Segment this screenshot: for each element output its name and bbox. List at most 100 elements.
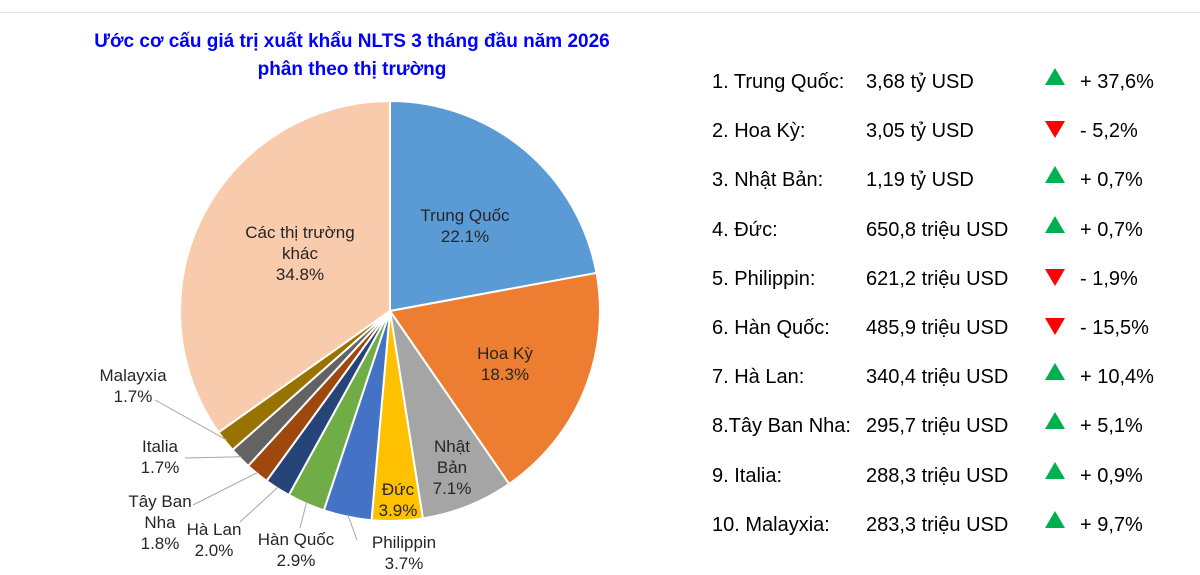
market-value: 650,8 triệu USD xyxy=(866,219,1009,241)
trend-up-icon xyxy=(1045,511,1065,528)
slice-percent-malayxia: 1.7% xyxy=(113,387,153,406)
market-change: + 5,1% xyxy=(1080,415,1143,437)
market-list: 1. Trung Quốc: 3,68 tỷ USD + 37,6% 2. Hoa K… xyxy=(712,67,1182,547)
market-row: 3. Nhật Bản: 1,19 tỷ USD + 0,7% xyxy=(712,165,1182,195)
market-rank-name: 2. Hoa Kỳ: xyxy=(712,120,806,142)
slice-percent-philippin: 3.7% xyxy=(384,554,424,573)
slice-name-tay-ban-nha: Tây Ban Nha xyxy=(128,492,192,532)
market-row: 10. Malayxia: 283,3 triệu USD + 9,7% xyxy=(712,510,1182,540)
slice-name-han-quoc: Hàn Quốc xyxy=(257,530,335,549)
trend-up-icon xyxy=(1045,166,1065,183)
slice-name-malayxia: Malayxia xyxy=(99,366,167,385)
leader-line-tay-ban-nha xyxy=(192,471,259,506)
market-row: 5. Philippin: 621,2 triệu USD - 1,9% xyxy=(712,264,1182,294)
top-rule xyxy=(0,12,1200,13)
market-rank-name: 6. Hàn Quốc: xyxy=(712,317,830,339)
market-rank-name: 3. Nhật Bản: xyxy=(712,169,824,191)
leader-line-ha-lan xyxy=(239,486,279,523)
slice-percent-tay-ban-nha: 1.8% xyxy=(140,534,180,553)
chart-title-line-2: phân theo thị trường xyxy=(257,59,447,80)
market-row: 9. Italia: 288,3 triệu USD + 0,9% xyxy=(712,461,1182,491)
slice-label-nhat-ban: Nhật Bản 7.1% xyxy=(427,436,477,499)
slice-label-han-quoc: Hàn Quốc 2.9% xyxy=(246,529,346,571)
slice-percent-cac-thi-truong-khac: 34.8% xyxy=(275,265,325,284)
market-change: + 10,4% xyxy=(1080,366,1154,388)
slice-name-philippin: Philippin xyxy=(371,533,437,552)
trend-up-icon xyxy=(1045,412,1065,429)
slice-name-italia: Italia xyxy=(142,437,178,456)
market-change: - 15,5% xyxy=(1080,317,1149,339)
pie-slice-cac-thi-truong-khac xyxy=(179,100,391,434)
market-row: 6. Hàn Quốc: 485,9 triệu USD - 15,5% xyxy=(712,313,1182,343)
slice-label-trung-quoc: Trung Quốc 22.1% xyxy=(405,205,525,247)
market-value: 485,9 triệu USD xyxy=(866,317,1009,339)
slice-label-italia: Italia 1.7% xyxy=(120,436,200,478)
slice-label-hoa-ky: Hoa Kỳ 18.3% xyxy=(455,343,555,385)
slice-percent-hoa-ky: 18.3% xyxy=(480,365,530,384)
slice-percent-duc: 3.9% xyxy=(378,501,418,520)
market-change: + 0,7% xyxy=(1080,219,1143,241)
slice-percent-ha-lan: 2.0% xyxy=(194,541,234,560)
market-value: 3,68 tỷ USD xyxy=(866,71,974,93)
slice-percent-han-quoc: 2.9% xyxy=(276,551,316,570)
market-change: + 0,9% xyxy=(1080,465,1143,487)
leader-line-philippin xyxy=(347,514,358,541)
slice-name-trung-quoc: Trung Quốc xyxy=(420,206,510,225)
market-value: 621,2 triệu USD xyxy=(866,268,1009,290)
leader-line-italia xyxy=(184,456,242,459)
market-row: 2. Hoa Kỳ: 3,05 tỷ USD - 5,2% xyxy=(712,116,1182,146)
market-change: - 5,2% xyxy=(1080,120,1138,142)
slice-label-ha-lan: Hà Lan 2.0% xyxy=(174,519,254,561)
slice-label-tay-ban-nha: Tây Ban Nha 1.8% xyxy=(125,491,195,554)
trend-up-icon xyxy=(1045,462,1065,479)
market-row: 1. Trung Quốc: 3,68 tỷ USD + 37,6% xyxy=(712,67,1182,97)
market-value: 288,3 triệu USD xyxy=(866,465,1009,487)
pie-chart xyxy=(154,100,601,541)
trend-down-icon xyxy=(1045,318,1065,335)
trend-down-icon xyxy=(1045,121,1065,138)
slice-percent-nhat-ban: 7.1% xyxy=(432,479,472,498)
market-rank-name: 1. Trung Quốc: xyxy=(712,71,845,93)
pie-slices xyxy=(179,100,601,522)
market-rank-name: 8.Tây Ban Nha: xyxy=(712,415,851,437)
trend-down-icon xyxy=(1045,269,1065,286)
market-row: 4. Đức: 650,8 triệu USD + 0,7% xyxy=(712,215,1182,245)
slice-label-duc: Đức 3.9% xyxy=(368,479,428,521)
chart-title: Ước cơ cấu giá trị xuất khẩu NLTS 3 thán… xyxy=(20,28,684,84)
pie-slice-hoa-ky xyxy=(389,271,601,485)
market-rank-name: 4. Đức: xyxy=(712,219,778,241)
market-change: + 9,7% xyxy=(1080,514,1143,536)
market-change: + 0,7% xyxy=(1080,169,1143,191)
slice-name-ha-lan: Hà Lan xyxy=(186,520,242,539)
pie-slice-trung-quoc xyxy=(389,100,598,312)
leader-line-malayxia xyxy=(154,399,228,441)
market-rank-name: 10. Malayxia: xyxy=(712,514,830,536)
slice-name-nhat-ban: Nhật Bản xyxy=(434,437,470,477)
slice-percent-trung-quoc: 22.1% xyxy=(440,227,490,246)
market-value: 1,19 tỷ USD xyxy=(866,169,974,191)
market-change: + 37,6% xyxy=(1080,71,1154,93)
leader-line-han-quoc xyxy=(299,501,308,529)
trend-up-icon xyxy=(1045,216,1065,233)
market-value: 295,7 triệu USD xyxy=(866,415,1009,437)
market-value: 3,05 tỷ USD xyxy=(866,120,974,142)
slice-label-cac-thi-truong-khac: Các thị trường khác 34.8% xyxy=(235,222,365,285)
market-row: 8.Tây Ban Nha: 295,7 triệu USD + 5,1% xyxy=(712,411,1182,441)
market-rank-name: 7. Hà Lan: xyxy=(712,366,805,388)
market-row: 7. Hà Lan: 340,4 triệu USD + 10,4% xyxy=(712,362,1182,392)
trend-up-icon xyxy=(1045,68,1065,85)
slice-percent-italia: 1.7% xyxy=(140,458,180,477)
pie-labels: Trung Quốc 22.1% Hoa Kỳ 18.3% Nhật Bản 7.1% Đứ… xyxy=(88,205,555,574)
slice-label-philippin: Philippin 3.7% xyxy=(354,532,454,574)
trend-up-icon xyxy=(1045,363,1065,380)
market-value: 340,4 triệu USD xyxy=(866,366,1009,388)
slice-name-duc: Đức xyxy=(381,480,415,499)
market-rank-name: 9. Italia: xyxy=(712,465,783,487)
leader-lines xyxy=(154,399,358,541)
market-value: 283,3 triệu USD xyxy=(866,514,1009,536)
slice-name-cac-thi-truong-khac: Các thị trường khác xyxy=(245,223,355,263)
chart-title-line-1: Ước cơ cấu giá trị xuất khẩu NLTS 3 thán… xyxy=(94,31,610,52)
market-rank-name: 5. Philippin: xyxy=(712,268,816,290)
slice-label-malayxia: Malayxia 1.7% xyxy=(88,365,178,407)
market-change: - 1,9% xyxy=(1080,268,1138,290)
